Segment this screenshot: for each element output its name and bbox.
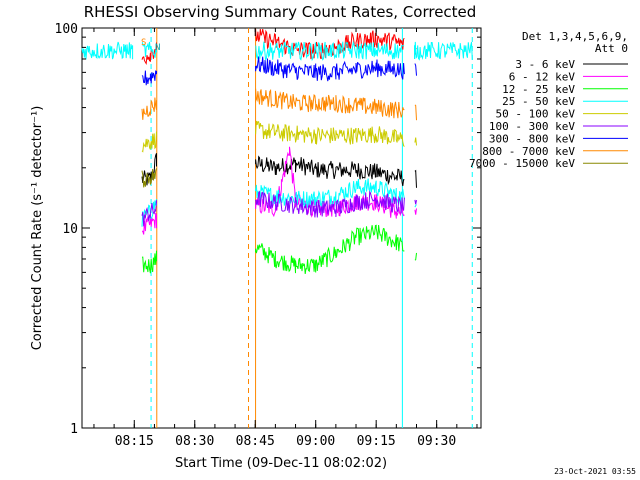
x-tick-label-2: 08:45 bbox=[236, 434, 275, 449]
y-tick-label-1: 10 bbox=[62, 222, 78, 237]
y-tick-label-0: 1 bbox=[70, 422, 78, 437]
legend-label-12-25-kev: 12 - 25 keV bbox=[502, 83, 575, 96]
legend-label-25-50-kev: 25 - 50 keV bbox=[502, 95, 575, 108]
series-unlabeled-10 bbox=[81, 40, 473, 62]
y-axis-label: Corrected Count Rate (s⁻¹ detector⁻¹) bbox=[30, 106, 45, 351]
series-7000-15000-kev bbox=[141, 168, 157, 188]
legend-label-6-12-kev: 6 - 12 keV bbox=[509, 70, 576, 83]
series-800-7000-kev bbox=[141, 88, 417, 121]
generation-timestamp: 23-Oct-2021 03:55 bbox=[554, 467, 636, 476]
legend-label-7000-15000-kev: 7000 - 15000 keV bbox=[469, 157, 575, 170]
legend-label-300-800-kev: 300 - 800 keV bbox=[489, 132, 575, 145]
flags: S N bbox=[141, 38, 160, 53]
series-unlabeled-9 bbox=[141, 28, 417, 66]
legend-label-3-6-kev: 3 - 6 keV bbox=[515, 58, 575, 71]
series-6-12-kev bbox=[142, 146, 417, 235]
legend-header-line-2: Att 0 bbox=[595, 42, 628, 55]
vertical-markers bbox=[150, 28, 473, 428]
y-tick-label-2: 100 bbox=[55, 22, 78, 37]
axes: 1 10 100 08:15 08:30 08:45 09:00 09:15 09:30 bbox=[55, 22, 481, 449]
x-tick-label-4: 09:15 bbox=[357, 434, 396, 449]
flag-n: N bbox=[155, 43, 160, 53]
chart-title: RHESSI Observing Summary Count Rates, Co… bbox=[84, 3, 477, 21]
series-300-800-kev bbox=[141, 56, 417, 86]
legend-label-800-7000-kev: 800 - 7000 keV bbox=[482, 145, 575, 158]
flag-s: S bbox=[141, 38, 146, 48]
x-axis-label: Start Time (09-Dec-11 08:02:02) bbox=[175, 456, 387, 471]
series-100-300-kev bbox=[141, 190, 417, 227]
x-tick-label-3: 09:00 bbox=[296, 434, 335, 449]
plot-frame bbox=[81, 27, 482, 429]
series-12-25-kev bbox=[142, 224, 417, 274]
series-group bbox=[81, 28, 473, 274]
x-tick-label-5: 09:30 bbox=[417, 434, 456, 449]
series-3-6-kev bbox=[141, 153, 417, 188]
legend-label-50-100-kev: 50 - 100 keV bbox=[496, 108, 576, 121]
plot-area-border bbox=[81, 27, 482, 429]
series-50-100-kev bbox=[141, 120, 417, 153]
x-tick-label-1: 08:30 bbox=[175, 434, 214, 449]
legend-label-100-300-kev: 100 - 300 keV bbox=[489, 120, 575, 133]
legend-header-line-1: Det 1,3,4,5,6,9, bbox=[522, 30, 628, 43]
x-tick-label-0: 08:15 bbox=[115, 434, 154, 449]
